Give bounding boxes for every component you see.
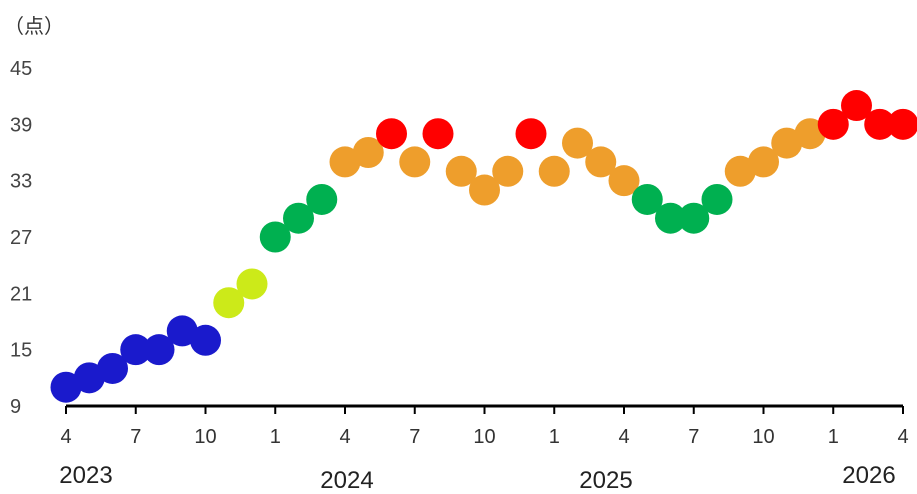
data-point bbox=[73, 362, 105, 394]
data-point bbox=[166, 315, 198, 347]
y-tick-label: 33 bbox=[10, 171, 32, 193]
data-point bbox=[585, 146, 617, 178]
data-point bbox=[724, 155, 756, 187]
y-tick-labels: 9 15 21 27 33 39 45 bbox=[10, 58, 32, 418]
x-tick-label: 4 bbox=[339, 426, 350, 448]
x-tick-label: 10 bbox=[752, 426, 774, 448]
data-point bbox=[120, 334, 152, 366]
y-tick-label: 15 bbox=[10, 340, 32, 362]
x-tick-label: 4 bbox=[60, 426, 71, 448]
data-point bbox=[469, 174, 500, 206]
data-point bbox=[190, 324, 221, 356]
data-point bbox=[143, 334, 175, 366]
data-point bbox=[608, 165, 640, 197]
data-point bbox=[445, 155, 477, 187]
data-point bbox=[841, 90, 872, 122]
x-tick-label: 7 bbox=[688, 426, 699, 448]
data-point bbox=[562, 127, 593, 159]
x-tick-label: 4 bbox=[897, 426, 908, 448]
data-point bbox=[306, 183, 338, 215]
data-point bbox=[748, 146, 779, 178]
data-point bbox=[794, 118, 826, 150]
data-point bbox=[631, 183, 663, 215]
data-point bbox=[678, 202, 710, 234]
data-point bbox=[213, 287, 245, 319]
x-tick-label: 1 bbox=[549, 426, 560, 448]
data-point bbox=[515, 118, 547, 150]
y-tick-label: 27 bbox=[10, 227, 32, 249]
data-point bbox=[50, 371, 82, 403]
y-tick-label: 9 bbox=[10, 396, 21, 418]
year-label: 2024 bbox=[320, 467, 373, 494]
data-point bbox=[352, 137, 384, 168]
y-axis-unit: （点） bbox=[4, 16, 64, 38]
data-point bbox=[329, 146, 361, 178]
x-tick-label: 7 bbox=[130, 426, 141, 448]
data-point bbox=[422, 118, 454, 150]
data-point bbox=[538, 155, 570, 187]
data-point bbox=[887, 108, 917, 140]
data-point bbox=[376, 118, 407, 150]
x-tick-label: 1 bbox=[828, 426, 839, 448]
x-tick-label: 4 bbox=[618, 426, 629, 448]
x-axis bbox=[65, 404, 904, 414]
data-point bbox=[492, 155, 524, 187]
x-tick-label: 10 bbox=[473, 426, 495, 448]
data-points bbox=[50, 90, 917, 403]
data-point bbox=[864, 108, 896, 140]
x-tick-label: 1 bbox=[270, 426, 281, 448]
x-tick-labels: 4 7 10 1 4 7 10 1 4 7 10 1 4 bbox=[60, 426, 908, 448]
data-point bbox=[97, 352, 128, 384]
data-point bbox=[771, 127, 803, 159]
data-point bbox=[701, 183, 733, 215]
year-labels: 2023 2024 2025 2026 bbox=[59, 462, 895, 494]
y-tick-label: 45 bbox=[10, 58, 32, 80]
data-point bbox=[259, 221, 291, 253]
year-label: 2025 bbox=[579, 467, 632, 494]
data-point bbox=[283, 202, 314, 234]
data-point bbox=[399, 146, 431, 178]
y-tick-label: 21 bbox=[10, 283, 32, 305]
data-point bbox=[236, 268, 268, 300]
year-label: 2023 bbox=[59, 462, 112, 489]
x-tick-label: 7 bbox=[409, 426, 420, 448]
data-point bbox=[655, 202, 686, 234]
y-tick-label: 39 bbox=[10, 114, 32, 136]
year-label: 2026 bbox=[842, 462, 895, 489]
x-tick-label: 10 bbox=[194, 426, 216, 448]
data-point bbox=[817, 108, 849, 140]
